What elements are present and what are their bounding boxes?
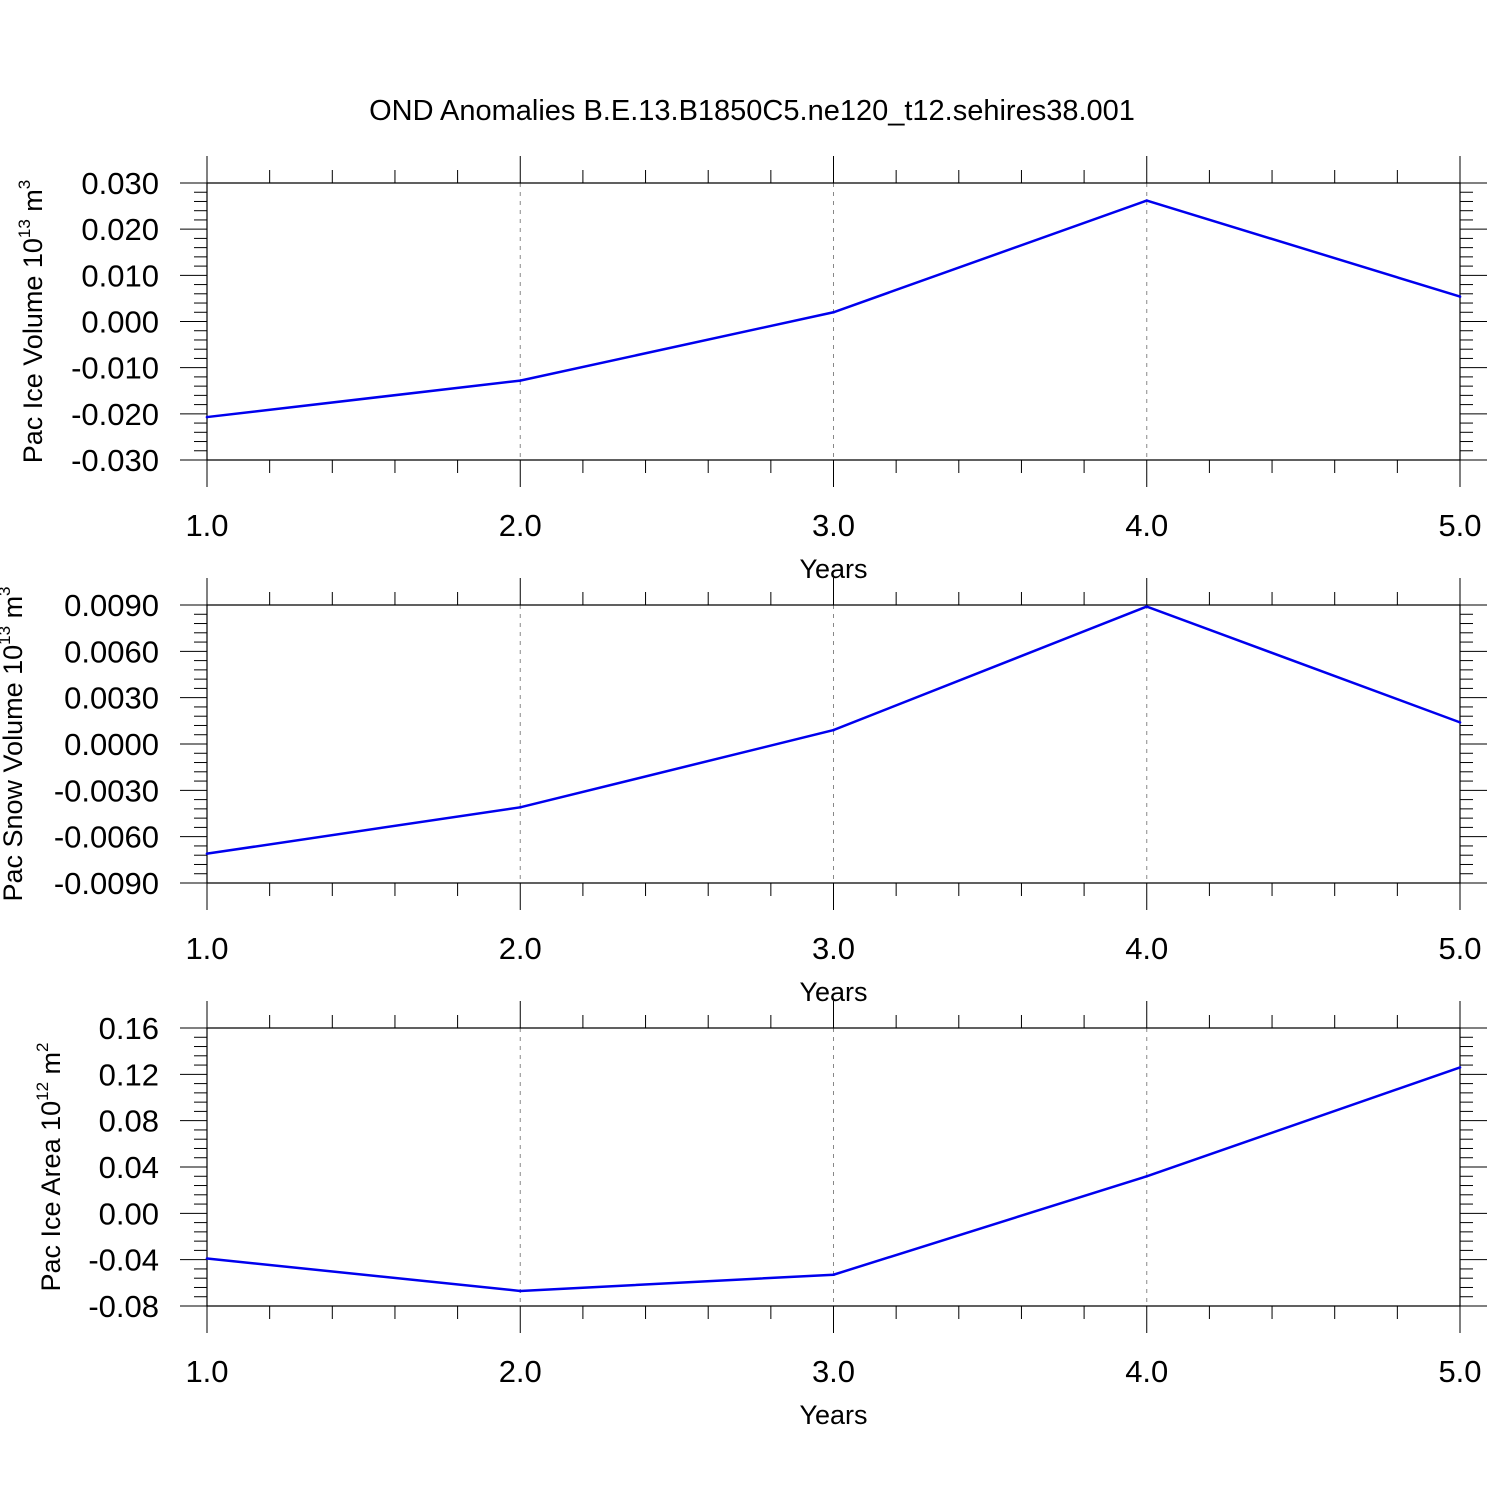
x-tick-label: 2.0 <box>499 931 542 966</box>
y-tick-label: 0.16 <box>99 1011 159 1046</box>
y-axis-label: Pac Ice Area 1012 m2 <box>33 1042 66 1291</box>
x-tick-label: 3.0 <box>812 931 855 966</box>
chart-title: OND Anomalies B.E.13.B1850C5.ne120_t12.s… <box>369 95 1135 127</box>
y-tick-label: 0.010 <box>81 258 159 293</box>
y-axis-label-part: Pac Ice Area 10 <box>36 1101 66 1292</box>
y-axis-label-part: m <box>36 1052 66 1082</box>
y-tick-label: 0.0030 <box>64 681 159 716</box>
x-tick-label: 1.0 <box>185 931 228 966</box>
y-tick-label: -0.020 <box>71 397 159 432</box>
data-point <box>832 310 835 314</box>
y-axis-label-part: Pac Snow Volume 10 <box>0 645 28 902</box>
y-tick-label: 0.00 <box>99 1196 159 1231</box>
x-tick-label: 2.0 <box>499 1354 542 1389</box>
y-tick-label: -0.08 <box>88 1289 159 1324</box>
y-axis-label-superscript: 13 <box>15 219 34 238</box>
y-axis-label-superscript: 3 <box>15 180 34 189</box>
y-tick-label: 0.000 <box>81 305 159 340</box>
data-point <box>1458 1066 1462 1069</box>
y-tick-label: 0.08 <box>99 1104 159 1139</box>
y-axis-label-part: m <box>18 189 48 219</box>
y-tick-label: 0.020 <box>81 212 159 247</box>
y-tick-label: -0.0030 <box>54 773 159 808</box>
y-tick-label: -0.030 <box>71 443 159 478</box>
data-point <box>205 415 209 419</box>
x-tick-label: 1.0 <box>185 1354 228 1389</box>
x-tick-label: 2.0 <box>499 508 542 543</box>
data-point <box>1458 721 1462 724</box>
y-tick-label: 0.0000 <box>64 727 159 762</box>
data-point <box>518 379 522 382</box>
x-tick-label: 4.0 <box>1125 931 1168 966</box>
y-axis-label-superscript: 3 <box>0 586 14 595</box>
y-axis-label-superscript: 2 <box>33 1042 52 1051</box>
y-tick-label: 0.030 <box>81 166 159 201</box>
data-point <box>205 1257 209 1260</box>
data-point <box>1458 295 1462 298</box>
y-tick-label: 0.04 <box>99 1150 159 1185</box>
y-tick-label: 0.12 <box>99 1057 159 1092</box>
panels: 0.030 0.020 0.010 0.000 -0.010 -0.020 -0.030 1.… <box>0 156 1487 1430</box>
y-axis-label: Pac Snow Volume 1013 m3 <box>0 586 28 901</box>
x-tick-label: 5.0 <box>1438 931 1481 966</box>
data-point <box>1145 199 1149 202</box>
y-tick-label: -0.0090 <box>54 866 159 901</box>
data-point <box>832 728 835 732</box>
x-tick-label: 1.0 <box>185 508 228 543</box>
y-axis-label-part: Pac Ice Volume 10 <box>18 238 48 463</box>
y-tick-label: -0.04 <box>88 1243 159 1278</box>
chart-panel-3: 0.16 0.12 0.08 0.04 0.00 -0.04 -0.08 1.0 2.0 3.0 4… <box>33 1001 1487 1430</box>
data-point <box>518 806 522 809</box>
chart-panel-1: 0.030 0.020 0.010 0.000 -0.010 -0.020 -0.030 1.… <box>15 156 1487 584</box>
x-tick-label: 5.0 <box>1438 1354 1481 1389</box>
data-point <box>1145 1174 1149 1178</box>
data-point <box>518 1289 522 1293</box>
x-tick-label: 4.0 <box>1125 508 1168 543</box>
data-point <box>205 852 209 855</box>
x-tick-label: 5.0 <box>1438 508 1481 543</box>
data-point <box>832 1273 835 1277</box>
y-tick-label: -0.010 <box>71 351 159 386</box>
y-axis-label-part: m <box>0 596 28 626</box>
x-tick-label: 3.0 <box>812 508 855 543</box>
chart-panel-2: 0.0090 0.0060 0.0030 0.0000 -0.0030 -0.0060 -0… <box>0 578 1487 1007</box>
x-axis-label: Years <box>799 1400 867 1430</box>
y-axis-label-superscript: 13 <box>0 626 14 645</box>
x-tick-label: 3.0 <box>812 1354 855 1389</box>
x-tick-label: 4.0 <box>1125 1354 1168 1389</box>
y-axis-label-superscript: 12 <box>33 1082 52 1101</box>
y-tick-label: 0.0060 <box>64 634 159 669</box>
data-point <box>1145 605 1149 608</box>
y-tick-label: 0.0090 <box>64 588 159 623</box>
y-axis-label: Pac Ice Volume 1013 m3 <box>15 180 48 464</box>
y-tick-label: -0.0060 <box>54 820 159 855</box>
